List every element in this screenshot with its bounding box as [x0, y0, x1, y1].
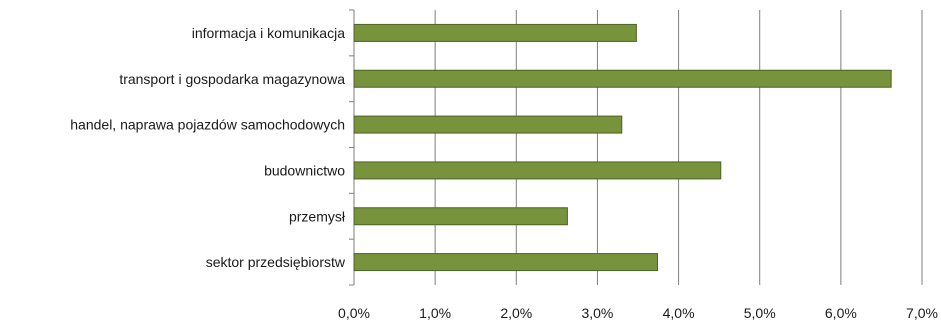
category-label: informacja i komunikacja [192, 25, 345, 41]
x-tick-label: 6,0% [825, 305, 857, 321]
x-tick-label: 2,0% [500, 305, 532, 321]
x-tick-label: 3,0% [581, 305, 613, 321]
category-label: transport i gospodarka magazynowa [119, 71, 345, 87]
bar [353, 253, 658, 272]
bar [353, 207, 568, 226]
bar [353, 23, 637, 42]
x-tick-label: 1,0% [419, 305, 451, 321]
x-tick-label: 0,0% [338, 305, 370, 321]
category-label: przemysł [289, 208, 346, 224]
x-tick-label: 5,0% [744, 305, 776, 321]
bar [353, 115, 623, 134]
bar [353, 69, 892, 88]
x-tick-label: 4,0% [663, 305, 695, 321]
category-label: sektor przedsiębiorstw [206, 254, 346, 270]
bar [353, 161, 722, 180]
x-tick-label: 7,0% [906, 305, 938, 321]
category-label: budownictwo [264, 162, 345, 178]
category-label: handel, naprawa pojazdów samochodowych [70, 117, 345, 133]
